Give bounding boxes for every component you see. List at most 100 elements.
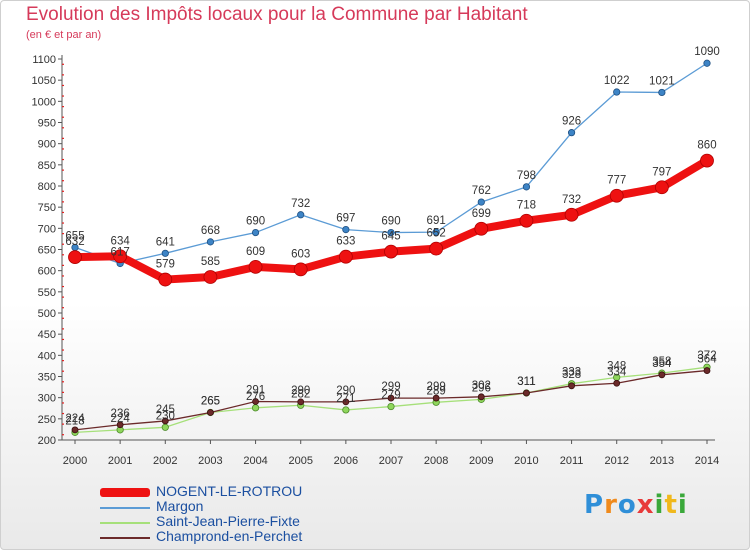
data-point-champrond-en-perchet bbox=[71, 426, 79, 434]
data-point-margon bbox=[387, 228, 395, 237]
logo-letter: i bbox=[654, 490, 665, 520]
x-tick-label: 2009 bbox=[469, 455, 493, 467]
proxiti-logo: Proxiti bbox=[584, 490, 688, 520]
data-point-saint-jean-pierre-fixte bbox=[342, 406, 350, 414]
data-label-margon: 617 bbox=[111, 246, 130, 258]
data-label-champrond-en-perchet: 302 bbox=[472, 380, 491, 392]
chart-title: Evolution des Impôts locaux pour la Comm… bbox=[26, 4, 528, 25]
data-label-saint-jean-pierre-fixte: 296 bbox=[472, 382, 491, 394]
data-point-saint-jean-pierre-fixte bbox=[387, 402, 395, 411]
y-tick-label: 750 bbox=[38, 202, 56, 214]
x-tick-label: 2007 bbox=[379, 455, 403, 467]
data-point-margon bbox=[432, 228, 440, 236]
y-tick-label: 800 bbox=[38, 181, 56, 193]
data-point-champrond-en-perchet bbox=[658, 371, 666, 379]
data-point-margon bbox=[342, 226, 350, 234]
data-point-nogent-le-rotrou bbox=[700, 153, 714, 168]
data-label-saint-jean-pierre-fixte: 289 bbox=[427, 385, 446, 397]
data-point-margon bbox=[703, 59, 711, 67]
data-label-champrond-en-perchet: 364 bbox=[697, 354, 717, 366]
y-tick-label: 650 bbox=[38, 245, 56, 257]
data-label-champrond-en-perchet: 354 bbox=[652, 358, 672, 370]
data-point-nogent-le-rotrou bbox=[474, 221, 489, 236]
data-point-nogent-le-rotrou bbox=[338, 249, 353, 264]
data-point-nogent-le-rotrou bbox=[429, 241, 444, 256]
data-label-saint-jean-pierre-fixte: 265 bbox=[201, 395, 220, 407]
y-tick-label: 1050 bbox=[32, 75, 56, 87]
legend-label-champrond: Champrond-en-Perchet bbox=[156, 528, 303, 544]
legend-swatch-champrond bbox=[100, 537, 150, 539]
data-label-saint-jean-pierre-fixte: 333 bbox=[562, 367, 581, 379]
y-tick-label: 350 bbox=[38, 372, 56, 384]
data-label-margon: 1090 bbox=[694, 46, 720, 58]
x-tick-label: 2012 bbox=[604, 455, 628, 467]
y-tick-label: 450 bbox=[38, 329, 56, 341]
data-point-champrond-en-perchet bbox=[116, 421, 124, 429]
data-label-champrond-en-perchet: 265 bbox=[201, 395, 220, 407]
x-tick-label: 2011 bbox=[560, 455, 584, 467]
data-label-champrond-en-perchet: 299 bbox=[381, 381, 400, 393]
y-tick-label: 500 bbox=[38, 308, 56, 320]
data-point-nogent-le-rotrou bbox=[248, 259, 263, 274]
data-point-champrond-en-perchet bbox=[387, 394, 395, 402]
data-label-champrond-en-perchet: 311 bbox=[517, 376, 535, 388]
data-label-nogent-le-rotrou: 633 bbox=[336, 236, 355, 248]
data-point-saint-jean-pierre-fixte bbox=[161, 423, 169, 431]
data-point-champrond-en-perchet bbox=[523, 389, 530, 397]
chart-subtitle: (en € et par an) bbox=[26, 29, 102, 41]
data-point-margon bbox=[206, 238, 215, 246]
line-chart: 200 250 300 350 400 450 500 550 600 650 700 750 800 8… bbox=[32, 46, 720, 467]
data-label-saint-jean-pierre-fixte: 282 bbox=[291, 388, 310, 400]
data-point-margon bbox=[522, 183, 531, 191]
data-label-margon: 798 bbox=[517, 170, 536, 182]
x-tick-label: 2000 bbox=[63, 455, 87, 467]
data-label-saint-jean-pierre-fixte: 271 bbox=[336, 393, 355, 405]
data-label-nogent-le-rotrou: 585 bbox=[201, 256, 220, 268]
data-label-nogent-le-rotrou: 718 bbox=[517, 200, 536, 212]
data-label-champrond-en-perchet: 291 bbox=[246, 384, 265, 396]
legend-swatch-nogent bbox=[100, 488, 150, 497]
data-point-nogent-le-rotrou bbox=[293, 262, 308, 277]
logo-letter: i bbox=[677, 490, 688, 520]
data-point-margon bbox=[251, 228, 260, 237]
data-label-champrond-en-perchet: 299 bbox=[427, 381, 446, 393]
data-label-margon: 697 bbox=[336, 213, 355, 225]
data-label-champrond-en-perchet: 290 bbox=[336, 385, 355, 397]
data-label-champrond-en-perchet: 290 bbox=[291, 385, 310, 397]
data-label-saint-jean-pierre-fixte: 276 bbox=[246, 391, 265, 403]
data-label-nogent-le-rotrou: 860 bbox=[697, 140, 716, 152]
data-label-champrond-en-perchet: 245 bbox=[156, 404, 175, 416]
data-label-champrond-en-perchet: 328 bbox=[562, 369, 581, 381]
data-label-nogent-le-rotrou: 609 bbox=[246, 246, 265, 258]
data-point-champrond-en-perchet bbox=[477, 393, 485, 401]
data-point-margon bbox=[477, 198, 485, 206]
data-point-champrond-en-perchet bbox=[252, 398, 259, 405]
data-point-champrond-en-perchet bbox=[432, 394, 440, 402]
data-point-champrond-en-perchet bbox=[703, 367, 711, 374]
data-point-nogent-le-rotrou bbox=[654, 180, 669, 195]
data-point-nogent-le-rotrou bbox=[384, 244, 398, 259]
data-point-nogent-le-rotrou bbox=[113, 249, 128, 264]
y-tick-label: 300 bbox=[38, 393, 56, 405]
data-point-margon bbox=[658, 88, 666, 97]
data-point-nogent-le-rotrou bbox=[203, 270, 218, 284]
data-label-saint-jean-pierre-fixte: 279 bbox=[381, 390, 400, 402]
data-label-margon: 655 bbox=[65, 230, 84, 242]
data-label-champrond-en-perchet: 224 bbox=[65, 413, 85, 425]
data-point-margon bbox=[567, 129, 576, 137]
data-point-nogent-le-rotrou bbox=[609, 188, 624, 203]
logo-letter: t bbox=[664, 490, 678, 520]
data-label-champrond-en-perchet: 236 bbox=[111, 408, 130, 420]
data-label-saint-jean-pierre-fixte: 224 bbox=[111, 413, 131, 425]
data-point-champrond-en-perchet bbox=[161, 417, 169, 425]
data-label-margon: 690 bbox=[381, 216, 400, 228]
data-point-nogent-le-rotrou bbox=[158, 272, 173, 287]
data-label-margon: 762 bbox=[472, 185, 491, 197]
legend-label-nogent: NOGENT-LE-ROTROU bbox=[156, 483, 303, 499]
y-tick-label: 200 bbox=[38, 435, 56, 447]
data-label-nogent-le-rotrou: 579 bbox=[156, 259, 175, 271]
data-label-margon: 641 bbox=[156, 236, 175, 248]
data-label-margon: 1021 bbox=[649, 75, 675, 87]
y-tick-label: 600 bbox=[38, 266, 56, 278]
data-label-nogent-le-rotrou: 652 bbox=[427, 228, 446, 240]
